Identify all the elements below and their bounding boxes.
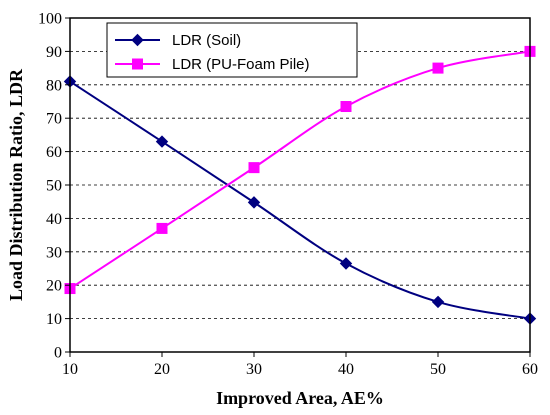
legend-swatch-marker-1	[132, 58, 143, 70]
data-point-1-30	[248, 162, 260, 174]
legend-label-pu-foam-pile: LDR (PU-Foam Pile)	[172, 56, 310, 73]
y-tick-label-50: 50	[46, 178, 62, 195]
y-tick-label-10: 10	[46, 311, 62, 328]
y-tick-label-80: 80	[46, 77, 62, 94]
y-tick-label-90: 90	[46, 44, 62, 61]
y-tick-label-60: 60	[46, 144, 62, 161]
y-tick-label-30: 30	[46, 244, 62, 261]
y-tick-label-20: 20	[46, 278, 62, 295]
legend-item-pu-foam-pile: LDR (PU-Foam Pile)	[115, 56, 310, 73]
data-point-0-50	[431, 295, 445, 309]
data-point-0-30	[247, 196, 261, 209]
series-line-0	[69, 80, 531, 320]
x-tick-label-50: 50	[430, 361, 446, 378]
x-tick-label-20: 20	[154, 361, 170, 378]
y-tick-label-0: 0	[54, 345, 62, 362]
y-tick-label-100: 100	[38, 11, 62, 28]
data-point-1-40	[340, 101, 352, 113]
series-1	[64, 45, 536, 295]
legend-label-soil: LDR (Soil)	[172, 32, 241, 49]
x-tick-label-40: 40	[338, 361, 354, 378]
legend-swatch-marker-0	[131, 33, 144, 47]
x-tick-label-30: 30	[246, 361, 262, 378]
x-axis-title: Improved Area, AE%	[216, 388, 384, 408]
series-layer	[63, 45, 537, 325]
data-point-1-50	[432, 62, 444, 74]
y-tick-label-70: 70	[46, 111, 62, 128]
legend: LDR (Soil) LDR (PU-Foam Pile)	[106, 22, 358, 78]
series-line-1	[69, 50, 531, 290]
y-axis-title: Load Distribution Ratio, LDR	[6, 68, 26, 301]
x-tick-label-60: 60	[522, 361, 538, 378]
series-0	[63, 75, 537, 325]
data-point-0-20	[155, 135, 169, 148]
x-tick-labels: 10 20 30 40 50 60	[62, 352, 538, 378]
x-tick-label-10: 10	[62, 361, 78, 378]
data-point-1-20	[156, 222, 168, 234]
grid-layer	[70, 51, 530, 320]
data-point-0-40	[339, 257, 353, 270]
legend-item-soil: LDR (Soil)	[115, 32, 241, 49]
legend-box	[106, 22, 358, 78]
y-tick-label-40: 40	[46, 211, 62, 228]
y-tick-labels: 0 10 20 30 40 50 60 70 80 90 100	[38, 11, 70, 362]
